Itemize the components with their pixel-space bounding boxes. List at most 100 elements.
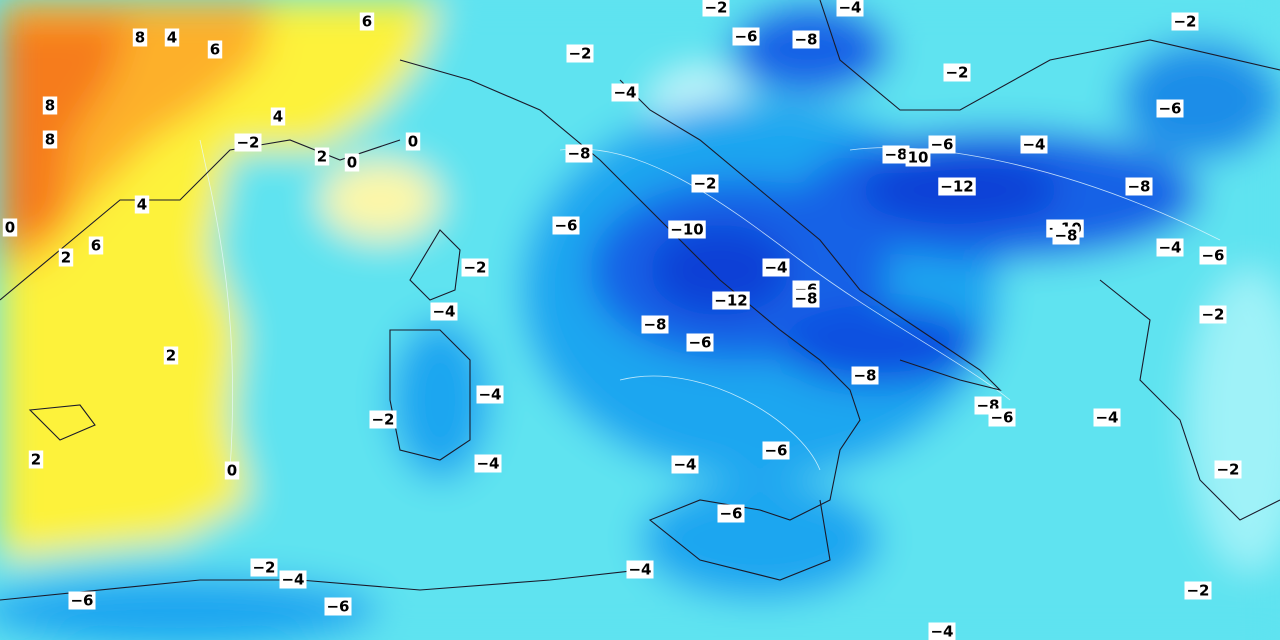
label-background bbox=[1156, 238, 1184, 257]
contour-label: −4 bbox=[478, 386, 501, 404]
contour-label: 4 bbox=[273, 108, 283, 126]
contour-label: −4 bbox=[673, 456, 696, 474]
contour-label: −4 bbox=[628, 561, 651, 579]
label-background bbox=[1125, 177, 1153, 196]
label-background bbox=[732, 27, 760, 46]
contour-label: −8 bbox=[853, 367, 876, 385]
contour-label: −4 bbox=[1095, 409, 1118, 427]
contour-label: −6 bbox=[719, 505, 742, 523]
label-background bbox=[42, 96, 58, 115]
label-background bbox=[851, 366, 879, 385]
contour-label: −2 bbox=[1186, 582, 1209, 600]
contour-label: 0 bbox=[5, 219, 15, 237]
label-background bbox=[1199, 246, 1227, 265]
contour-label: 2 bbox=[166, 347, 176, 365]
label-background bbox=[132, 28, 148, 47]
contour-label: −4 bbox=[838, 0, 861, 17]
contour-label: −4 bbox=[1022, 136, 1045, 154]
label-background bbox=[717, 504, 745, 523]
contour-label: −6 bbox=[688, 334, 711, 352]
contour-label: 4 bbox=[167, 29, 177, 47]
contour-label: −2 bbox=[463, 259, 486, 277]
contour-label: −8 bbox=[794, 31, 817, 49]
label-background bbox=[641, 315, 669, 334]
contour-label: −6 bbox=[1201, 247, 1224, 265]
label-background bbox=[566, 44, 594, 63]
contour-label: −6 bbox=[554, 217, 577, 235]
label-background bbox=[882, 145, 910, 164]
label-background bbox=[565, 144, 593, 163]
label-background bbox=[163, 346, 179, 365]
label-background bbox=[314, 147, 330, 166]
contour-label: −8 bbox=[643, 316, 666, 334]
label-background bbox=[42, 130, 58, 149]
contour-label: −6 bbox=[764, 442, 787, 460]
contour-label: 2 bbox=[31, 451, 41, 469]
label-background bbox=[712, 291, 750, 310]
contour-label: −4 bbox=[476, 455, 499, 473]
contour-label: −2 bbox=[371, 411, 394, 429]
label-background bbox=[279, 570, 307, 589]
contour-label: 6 bbox=[91, 237, 101, 255]
label-background bbox=[58, 248, 74, 267]
label-background bbox=[250, 558, 278, 577]
label-background bbox=[405, 132, 421, 151]
contour-label: −4 bbox=[613, 84, 636, 102]
contour-label: 6 bbox=[210, 41, 220, 59]
contour-label: −2 bbox=[1173, 13, 1196, 31]
contour-label: −2 bbox=[704, 0, 727, 17]
contour-label: 10 bbox=[908, 149, 929, 167]
label-background bbox=[1020, 135, 1048, 154]
label-background bbox=[234, 133, 262, 152]
contour-label: −4 bbox=[1158, 239, 1181, 257]
contour-label: −2 bbox=[236, 134, 259, 152]
contour-label: −6 bbox=[1158, 100, 1181, 118]
label-background bbox=[1156, 99, 1184, 118]
contour-label: 8 bbox=[45, 97, 55, 115]
label-background bbox=[988, 408, 1016, 427]
contour-label: −2 bbox=[945, 64, 968, 82]
label-background bbox=[668, 220, 706, 239]
contour-label: −4 bbox=[764, 259, 787, 277]
contour-label: 2 bbox=[317, 148, 327, 166]
label-background bbox=[359, 12, 375, 31]
contour-label: −12 bbox=[714, 292, 747, 310]
contour-label: −2 bbox=[568, 45, 591, 63]
contour-label: 0 bbox=[347, 154, 357, 172]
contour-label: −2 bbox=[693, 175, 716, 193]
label-background bbox=[1214, 460, 1242, 479]
label-background bbox=[836, 0, 864, 17]
label-background bbox=[792, 30, 820, 49]
label-background bbox=[1093, 408, 1121, 427]
contour-label: 0 bbox=[227, 462, 237, 480]
contour-label: −6 bbox=[326, 598, 349, 616]
contour-label: −4 bbox=[930, 623, 953, 640]
label-background bbox=[28, 450, 44, 469]
contour-label: 8 bbox=[45, 131, 55, 149]
label-background bbox=[702, 0, 730, 17]
label-background bbox=[626, 560, 654, 579]
contour-label: 4 bbox=[137, 196, 147, 214]
label-background bbox=[461, 258, 489, 277]
label-background bbox=[905, 148, 931, 167]
label-background bbox=[928, 135, 956, 154]
label-background bbox=[691, 174, 719, 193]
contour-label: −6 bbox=[70, 592, 93, 610]
label-background bbox=[134, 195, 150, 214]
label-background bbox=[552, 216, 580, 235]
contour-label: −12 bbox=[940, 178, 973, 196]
label-background bbox=[1184, 581, 1212, 600]
contour-label: 6 bbox=[362, 13, 372, 31]
label-background bbox=[686, 333, 714, 352]
contour-label: 0 bbox=[408, 133, 418, 151]
label-background bbox=[762, 441, 790, 460]
label-background bbox=[1171, 12, 1199, 31]
contour-label: −8 bbox=[884, 146, 907, 164]
contour-label: −8 bbox=[567, 145, 590, 163]
label-background bbox=[164, 28, 180, 47]
contour-label: 2 bbox=[61, 249, 71, 267]
contour-label: −2 bbox=[252, 559, 275, 577]
label-background bbox=[207, 40, 223, 59]
